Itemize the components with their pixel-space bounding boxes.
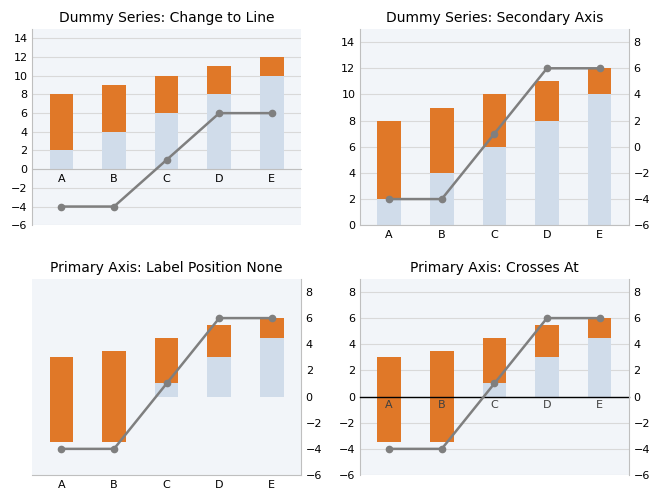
- Bar: [483, 95, 506, 147]
- Text: C: C: [490, 400, 498, 410]
- Title: Dummy Series: Secondary Axis: Dummy Series: Secondary Axis: [385, 11, 603, 25]
- Bar: [102, 132, 126, 169]
- Bar: [50, 150, 73, 169]
- Bar: [588, 95, 611, 225]
- Bar: [377, 199, 401, 225]
- Bar: [208, 357, 231, 397]
- Bar: [260, 338, 284, 397]
- Bar: [102, 397, 126, 442]
- Bar: [260, 76, 284, 169]
- Bar: [430, 351, 453, 442]
- Bar: [260, 318, 284, 338]
- Bar: [50, 357, 73, 442]
- Title: Dummy Series: Change to Line: Dummy Series: Change to Line: [59, 11, 274, 25]
- Bar: [155, 338, 178, 383]
- Title: Primary Axis: Crosses At: Primary Axis: Crosses At: [410, 261, 579, 275]
- Bar: [377, 397, 401, 442]
- Bar: [588, 68, 611, 95]
- Bar: [483, 338, 506, 383]
- Bar: [430, 108, 453, 173]
- Bar: [535, 357, 559, 397]
- Bar: [155, 383, 178, 397]
- Bar: [588, 338, 611, 397]
- Bar: [535, 325, 559, 357]
- Text: D: D: [543, 400, 551, 410]
- Bar: [260, 57, 284, 76]
- Bar: [535, 81, 559, 121]
- Bar: [483, 383, 506, 397]
- Bar: [588, 318, 611, 338]
- Bar: [155, 113, 178, 169]
- Bar: [377, 357, 401, 442]
- Bar: [208, 95, 231, 169]
- Bar: [208, 67, 231, 95]
- Bar: [155, 76, 178, 113]
- Title: Primary Axis: Label Position None: Primary Axis: Label Position None: [50, 261, 283, 275]
- Bar: [377, 121, 401, 199]
- Text: B: B: [438, 400, 446, 410]
- Bar: [102, 351, 126, 442]
- Bar: [430, 173, 453, 225]
- Bar: [50, 397, 73, 442]
- Bar: [535, 121, 559, 225]
- Text: E: E: [596, 400, 603, 410]
- Bar: [50, 95, 73, 150]
- Text: A: A: [385, 400, 393, 410]
- Bar: [430, 397, 453, 442]
- Bar: [208, 325, 231, 357]
- Bar: [483, 147, 506, 225]
- Bar: [102, 85, 126, 132]
